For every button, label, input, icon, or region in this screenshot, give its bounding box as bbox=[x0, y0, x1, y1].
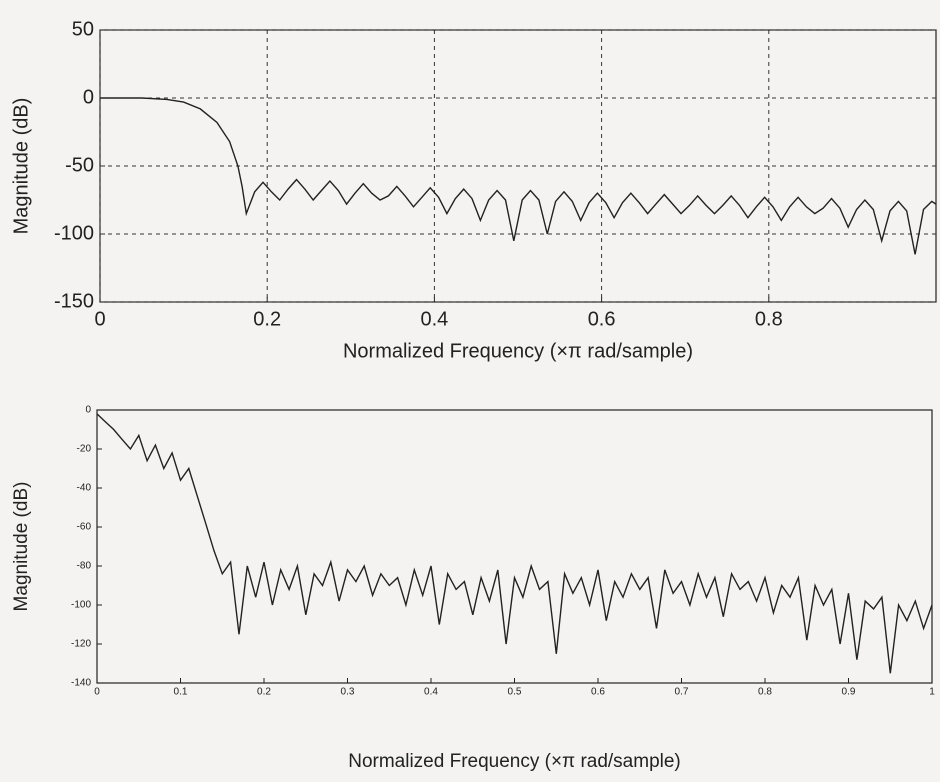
x-tick-label: 0.2 bbox=[253, 308, 281, 330]
x-tick-label: 0.4 bbox=[424, 687, 438, 698]
x-tick-label: 0.8 bbox=[758, 687, 772, 698]
y-tick-label: -40 bbox=[77, 483, 92, 494]
x-tick-label: 0.7 bbox=[675, 687, 689, 698]
y-tick-label: -140 bbox=[71, 678, 91, 689]
y-axis-label: Magnitude (dB) bbox=[10, 98, 32, 235]
data-line bbox=[100, 98, 936, 254]
plot-area bbox=[97, 410, 932, 683]
x-tick-label: 0.5 bbox=[508, 687, 522, 698]
x-tick-label: 0 bbox=[94, 308, 105, 330]
y-axis-label: Magnitude (dB) bbox=[11, 482, 32, 612]
x-axis-label: Normalized Frequency (×π rad/sample) bbox=[343, 340, 693, 362]
x-axis-label: Normalized Frequency (×π rad/sample) bbox=[348, 751, 681, 772]
x-tick-label: 0.6 bbox=[588, 308, 616, 330]
y-tick-label: -120 bbox=[71, 639, 91, 650]
y-tick-label: -150 bbox=[54, 290, 94, 312]
x-tick-label: 0.3 bbox=[341, 687, 355, 698]
x-tick-label: 1 bbox=[929, 687, 935, 698]
x-tick-label: 0.1 bbox=[174, 687, 188, 698]
x-tick-label: 0.6 bbox=[591, 687, 605, 698]
x-tick-label: 0 bbox=[94, 687, 100, 698]
x-tick-label: 0.4 bbox=[420, 308, 448, 330]
y-tick-label: -60 bbox=[77, 522, 92, 533]
y-tick-label: -100 bbox=[71, 600, 91, 611]
x-tick-label: 0.8 bbox=[755, 308, 783, 330]
y-tick-label: -20 bbox=[77, 444, 92, 455]
y-tick-label: 0 bbox=[85, 405, 91, 416]
y-tick-label: 50 bbox=[72, 18, 94, 40]
y-tick-label: 0 bbox=[83, 86, 94, 108]
x-tick-label: 0.2 bbox=[257, 687, 271, 698]
page: 500-50-100-15000.20.40.60.8Normalized Fr… bbox=[0, 0, 940, 782]
y-tick-label: -50 bbox=[65, 154, 94, 176]
y-tick-label: -80 bbox=[77, 561, 92, 572]
y-tick-label: -100 bbox=[54, 222, 94, 244]
data-line bbox=[97, 414, 932, 673]
x-tick-label: 0.9 bbox=[842, 687, 856, 698]
